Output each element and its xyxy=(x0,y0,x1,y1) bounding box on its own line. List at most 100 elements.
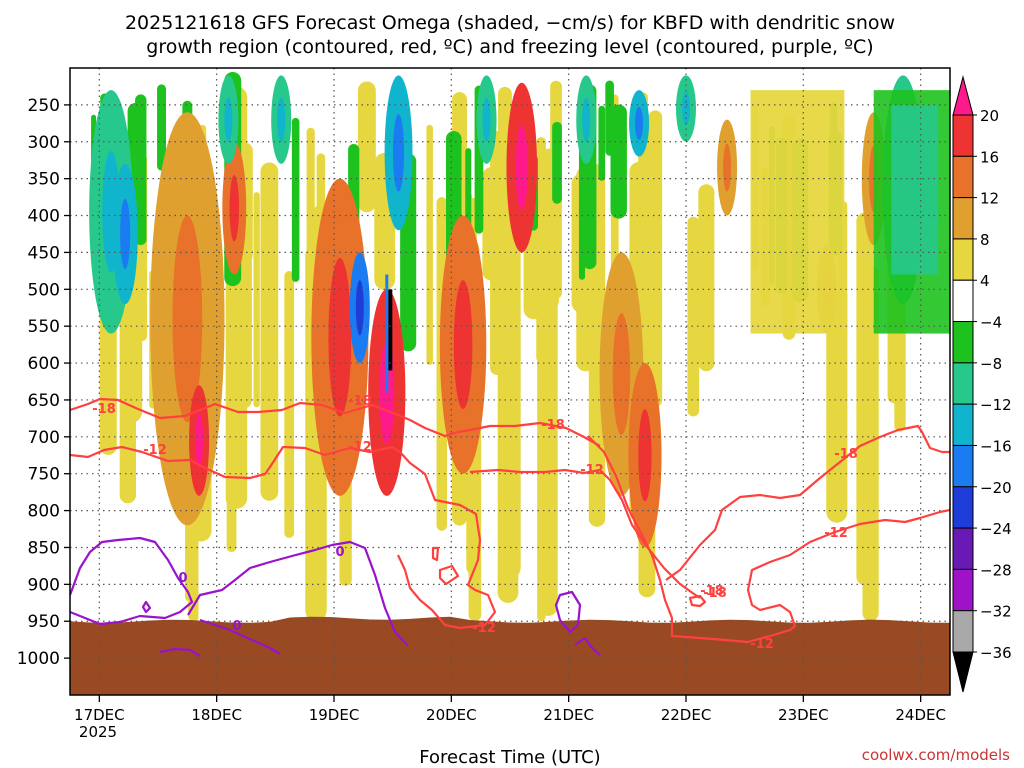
freezing-contour-third xyxy=(199,618,281,655)
colorbar-label: −4 xyxy=(980,314,1002,332)
colorbar-label: 8 xyxy=(980,231,990,249)
colorbar-segment xyxy=(952,486,974,529)
omega-streak xyxy=(538,294,558,616)
x-tick-label: 18DEC xyxy=(191,706,242,724)
ground-below-surface xyxy=(70,616,950,695)
dgz-contour-label: -12 xyxy=(348,440,372,455)
colorbar-label: 4 xyxy=(980,272,990,290)
omega-streak xyxy=(291,117,300,282)
y-tick-label: 600 xyxy=(28,354,60,374)
credit-text: coolwx.com/models xyxy=(862,746,1010,764)
omega-core xyxy=(172,215,203,423)
dgz-contour-label: -18 xyxy=(92,402,116,417)
y-axis: 250 300 350 400 450 500 550 600 650 700 750 800 850 9… xyxy=(17,96,70,669)
y-tick-label: 350 xyxy=(28,170,60,190)
x-tick-label: 19DEC xyxy=(309,706,360,724)
omega-streak xyxy=(357,81,376,213)
chart-title-line1: 2025121618 GFS Forecast Omega (shaded, −… xyxy=(125,12,895,34)
dgz-contour-label: -18 xyxy=(834,447,858,462)
omega-core xyxy=(120,198,131,270)
colorbar-segment xyxy=(952,362,974,405)
dgz-contour-label: -18 xyxy=(700,584,724,599)
y-tick-label: 950 xyxy=(28,612,60,632)
colorbar-label: −20 xyxy=(980,479,1012,497)
omega-extreme-streak xyxy=(385,274,389,393)
y-tick-label: 300 xyxy=(28,133,60,153)
chart-title-line2: growth region (contoured, red, ºC) and f… xyxy=(146,36,873,58)
omega-core xyxy=(515,125,528,210)
plot-border xyxy=(69,67,951,696)
freezing-contour-second xyxy=(187,540,409,647)
omega-core xyxy=(638,409,652,502)
x-axis: 17DEC 18DEC 19DEC 20DEC 21DEC 22DEC 23DEC 24DEC xyxy=(74,695,946,724)
omega-core xyxy=(277,97,286,142)
dgz-contour-label: -18 xyxy=(348,394,372,409)
x-axis-title: Forecast Time (UTC) xyxy=(419,747,600,768)
x-tick-label: 23DEC xyxy=(778,706,829,724)
freezing-contour-label: 0 xyxy=(335,545,344,560)
y-tick-label: 400 xyxy=(28,207,60,227)
dgz-blob-2 xyxy=(431,546,440,562)
colorbar-label: 12 xyxy=(980,190,999,208)
omega-streak xyxy=(856,212,874,586)
omega-core xyxy=(224,97,233,142)
omega-shading xyxy=(89,71,950,622)
freezing-contour-label: 0 xyxy=(232,619,241,634)
colorbar-label: 20 xyxy=(980,107,999,125)
omega-streak xyxy=(253,192,260,408)
y-tick-label: 900 xyxy=(28,575,60,595)
dgz-contour-label: -12 xyxy=(143,443,167,458)
omega-core xyxy=(229,174,240,242)
colorbar-segment xyxy=(952,610,974,653)
dgz-contour-label: -12 xyxy=(580,463,604,478)
omega-streak xyxy=(284,271,295,538)
y-tick-label: 650 xyxy=(28,391,60,411)
colorbar-segment xyxy=(952,321,974,364)
dgz-upper-contour-west xyxy=(70,397,601,447)
omega-core xyxy=(582,97,591,142)
omega-streak xyxy=(157,84,167,171)
y-tick-label: 850 xyxy=(28,538,60,558)
omega-streak xyxy=(226,293,237,553)
x-tick-label: 22DEC xyxy=(661,706,712,724)
colorbar-segment xyxy=(952,279,974,323)
colorbar-segment xyxy=(952,568,974,612)
omega-streak xyxy=(610,104,627,219)
colorbar-label: −16 xyxy=(980,437,1012,455)
omega-streak xyxy=(536,137,546,363)
y-tick-label: 800 xyxy=(28,502,60,522)
omega-streak xyxy=(698,184,715,372)
y-tick-label: 450 xyxy=(28,243,60,263)
dgz-contour-label: -18 xyxy=(703,586,727,601)
omega-core xyxy=(355,280,364,336)
omega-core xyxy=(612,313,631,435)
omega-streak xyxy=(687,216,700,417)
y-tick-label: 250 xyxy=(28,96,60,116)
dgz-east-contour xyxy=(587,435,950,644)
colorbar-label: −24 xyxy=(980,520,1012,538)
freezing-contour-blob xyxy=(574,636,601,656)
freezing-contour-label: 0 xyxy=(178,571,187,586)
omega-region xyxy=(750,90,845,334)
omega-streak xyxy=(490,130,505,375)
y-tick-label: 550 xyxy=(28,317,60,337)
omega-core xyxy=(482,97,491,142)
omega-core xyxy=(682,91,690,126)
omega-region xyxy=(891,104,939,275)
colorbar-segment xyxy=(952,114,974,157)
dgz-lower-contour-west xyxy=(70,445,497,630)
freezing-contour-ground-edge xyxy=(159,647,201,657)
x-tick-label: 24DEC xyxy=(895,706,946,724)
omega-streak xyxy=(598,105,606,181)
dgz-middle-contour xyxy=(469,468,701,599)
y-tick-label: 500 xyxy=(28,280,60,300)
omega-core xyxy=(635,106,644,140)
dgz-contours xyxy=(70,397,950,644)
freezing-contour-main xyxy=(70,536,194,626)
y-tick-label: 750 xyxy=(28,465,60,485)
dgz-contour-label: -12 xyxy=(824,526,848,541)
colorbar: 20 16 12 8 4 −4 −8 −12 −16 −20 −24 −28 −32 −36 xyxy=(952,75,1012,693)
colorbar-top-arrow xyxy=(952,75,974,116)
freezing-contour-small xyxy=(141,600,152,614)
